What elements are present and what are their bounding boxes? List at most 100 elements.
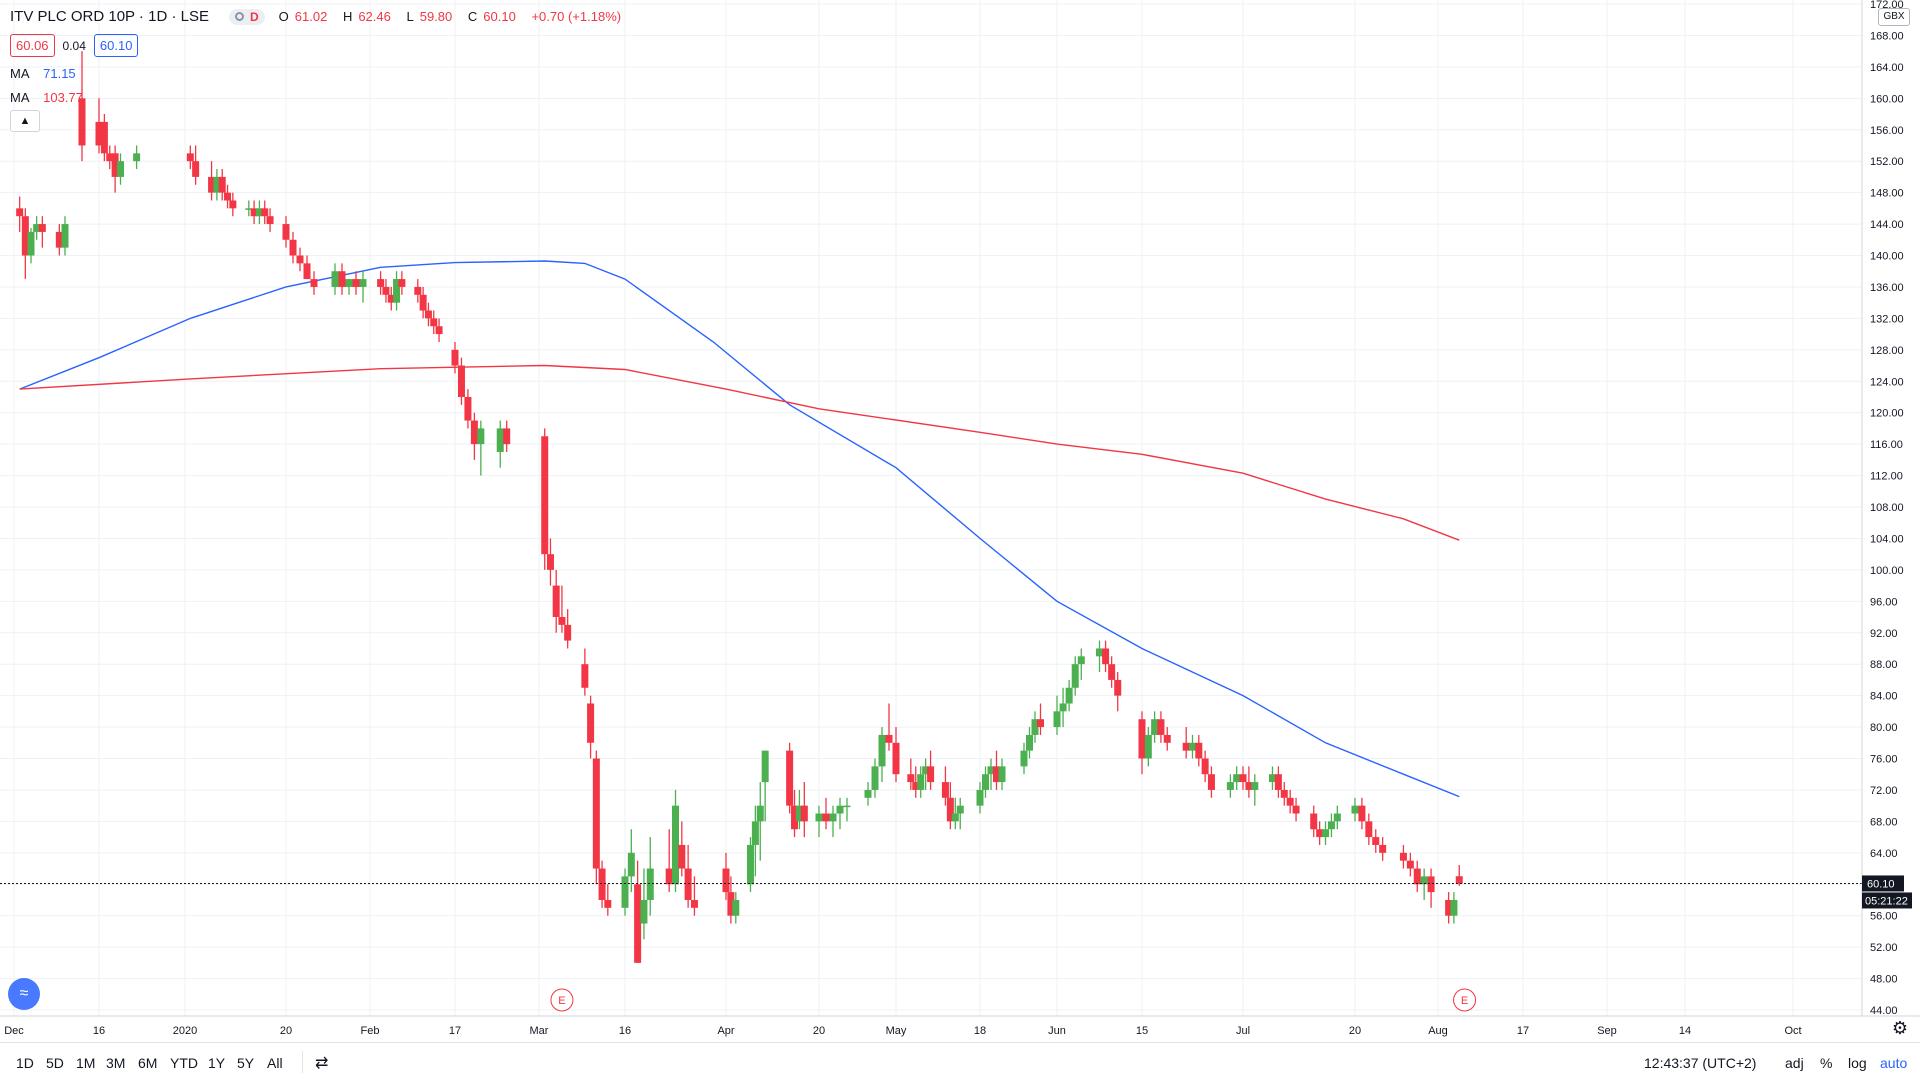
- candle-up: [1071, 664, 1079, 688]
- candle-down: [541, 436, 549, 555]
- candle-down: [1138, 719, 1146, 759]
- price-tick-label: 160.00: [1870, 93, 1904, 105]
- candle-up: [393, 279, 401, 303]
- timeframe-3m[interactable]: 3M: [106, 1055, 126, 1071]
- timeframe-1m[interactable]: 1M: [76, 1055, 96, 1071]
- candle-up: [982, 774, 989, 790]
- timeframe-1y[interactable]: 1Y: [208, 1055, 226, 1071]
- candle-down: [282, 224, 290, 240]
- candle-up: [987, 766, 995, 775]
- sell-button[interactable]: 60.06: [10, 34, 55, 57]
- time-tick-label: 18: [974, 1025, 986, 1037]
- price-tick-label: 148.00: [1870, 188, 1904, 200]
- tradingview-logo-icon[interactable]: ≈: [8, 978, 40, 1010]
- ma-legend-fast[interactable]: MA 71.15: [10, 66, 76, 81]
- ma-label: MA: [10, 66, 30, 81]
- candle-down: [470, 420, 478, 445]
- clock-timezone[interactable]: 12:43:37 (UTC+2): [1644, 1055, 1757, 1071]
- candle-down: [261, 208, 269, 217]
- candle-up: [1031, 719, 1039, 735]
- time-tick-label: 20: [280, 1025, 292, 1037]
- market-status-icon: [234, 12, 244, 21]
- candle-down: [310, 279, 318, 287]
- candle-down: [946, 797, 954, 822]
- price-tick-label: 120.00: [1870, 408, 1904, 420]
- timeframe-5y[interactable]: 5Y: [237, 1055, 255, 1071]
- price-tick-label: 68.00: [1870, 816, 1898, 828]
- last-price-tag-label: 60.10: [1867, 878, 1895, 890]
- candle-down: [1108, 664, 1116, 680]
- ma-fast-line: [19, 260, 1460, 798]
- price-tick-label: 64.00: [1870, 848, 1898, 860]
- candle-down: [885, 734, 893, 743]
- candle-down: [100, 121, 108, 154]
- candle-down: [303, 263, 311, 280]
- candle-up: [1333, 813, 1341, 822]
- time-tick-label: 20: [813, 1025, 825, 1037]
- high-value: 62.46: [358, 9, 391, 24]
- go-to-date-icon[interactable]: ⇄: [315, 1055, 329, 1072]
- timeframe-all[interactable]: All: [267, 1055, 283, 1071]
- timeframe-6m[interactable]: 6M: [138, 1055, 158, 1071]
- price-tick-label: 144.00: [1870, 219, 1904, 231]
- candle-up: [1268, 774, 1276, 783]
- price-tick-label: 84.00: [1870, 691, 1898, 703]
- spread-value: 0.04: [62, 38, 86, 53]
- earnings-marker-label: E: [1461, 995, 1468, 1007]
- ma-legend-slow[interactable]: MA 103.77: [10, 90, 83, 105]
- bottom-toolbar: 1D 5D 1M 3M 6M YTD 1Y 5Y All ⇄ 12:43:37 …: [0, 1042, 1920, 1081]
- symbol-title[interactable]: ITV PLC ORD 10P · 1D · LSE: [10, 8, 209, 25]
- candle-down: [690, 899, 698, 908]
- timeframe-1d[interactable]: 1D: [16, 1055, 34, 1071]
- price-chart[interactable]: 44.0048.0052.0056.0060.0064.0068.0072.00…: [0, 0, 1920, 1042]
- candle-down: [927, 766, 935, 783]
- price-tick-label: 156.00: [1870, 125, 1904, 137]
- timeframe-5d[interactable]: 5D: [46, 1055, 64, 1071]
- candle-down: [727, 892, 735, 916]
- low-value: 59.80: [419, 9, 453, 24]
- candle-down: [907, 774, 915, 783]
- candle-up: [956, 805, 964, 814]
- price-tick-label: 48.00: [1870, 974, 1898, 986]
- auto-scale-toggle[interactable]: auto: [1880, 1055, 1908, 1071]
- candle-down: [1195, 742, 1203, 759]
- time-tick-label: Jun: [1048, 1025, 1066, 1037]
- candle-down: [424, 310, 432, 319]
- candle-down: [791, 805, 799, 830]
- candle-up: [922, 766, 930, 775]
- candle-down: [16, 208, 24, 217]
- candle-up: [1226, 782, 1234, 790]
- time-tick-label: 2020: [173, 1025, 197, 1037]
- price-tick-label: 104.00: [1870, 533, 1904, 545]
- price-tick-label: 140.00: [1870, 251, 1904, 263]
- adjust-toggle[interactable]: adj: [1785, 1055, 1804, 1071]
- change-value: +0.70 (+1.18%): [531, 9, 622, 24]
- candle-up: [359, 279, 367, 287]
- candle-up: [1096, 648, 1103, 657]
- collapse-legend-button[interactable]: ▲: [10, 110, 40, 132]
- log-toggle[interactable]: log: [1848, 1055, 1867, 1071]
- candle-down: [587, 703, 595, 743]
- price-tick-label: 44.00: [1870, 1005, 1898, 1017]
- candle-up: [245, 208, 253, 210]
- candle-up: [1251, 782, 1259, 790]
- candle-up: [917, 774, 925, 790]
- price-tick-label: 92.00: [1870, 628, 1898, 640]
- chevron-up-icon: ▲: [19, 115, 31, 127]
- candle-down: [398, 279, 406, 287]
- status-badges[interactable]: D: [228, 8, 265, 25]
- candle-down: [464, 396, 472, 421]
- candle-down: [1310, 813, 1318, 830]
- gear-icon[interactable]: ⚙: [1891, 1018, 1908, 1038]
- close-value: 60.10: [483, 9, 516, 24]
- timeframe-ytd[interactable]: YTD: [170, 1055, 198, 1071]
- percent-toggle[interactable]: %: [1820, 1055, 1833, 1071]
- candle-up: [117, 161, 124, 177]
- candle-down: [604, 899, 612, 908]
- earnings-marker-label: E: [558, 995, 565, 1007]
- candle-up: [1189, 742, 1196, 751]
- candle-down: [1406, 860, 1414, 869]
- candle-down: [1239, 774, 1247, 783]
- buy-button[interactable]: 60.10: [93, 34, 139, 57]
- time-tick-label: 16: [93, 1025, 105, 1037]
